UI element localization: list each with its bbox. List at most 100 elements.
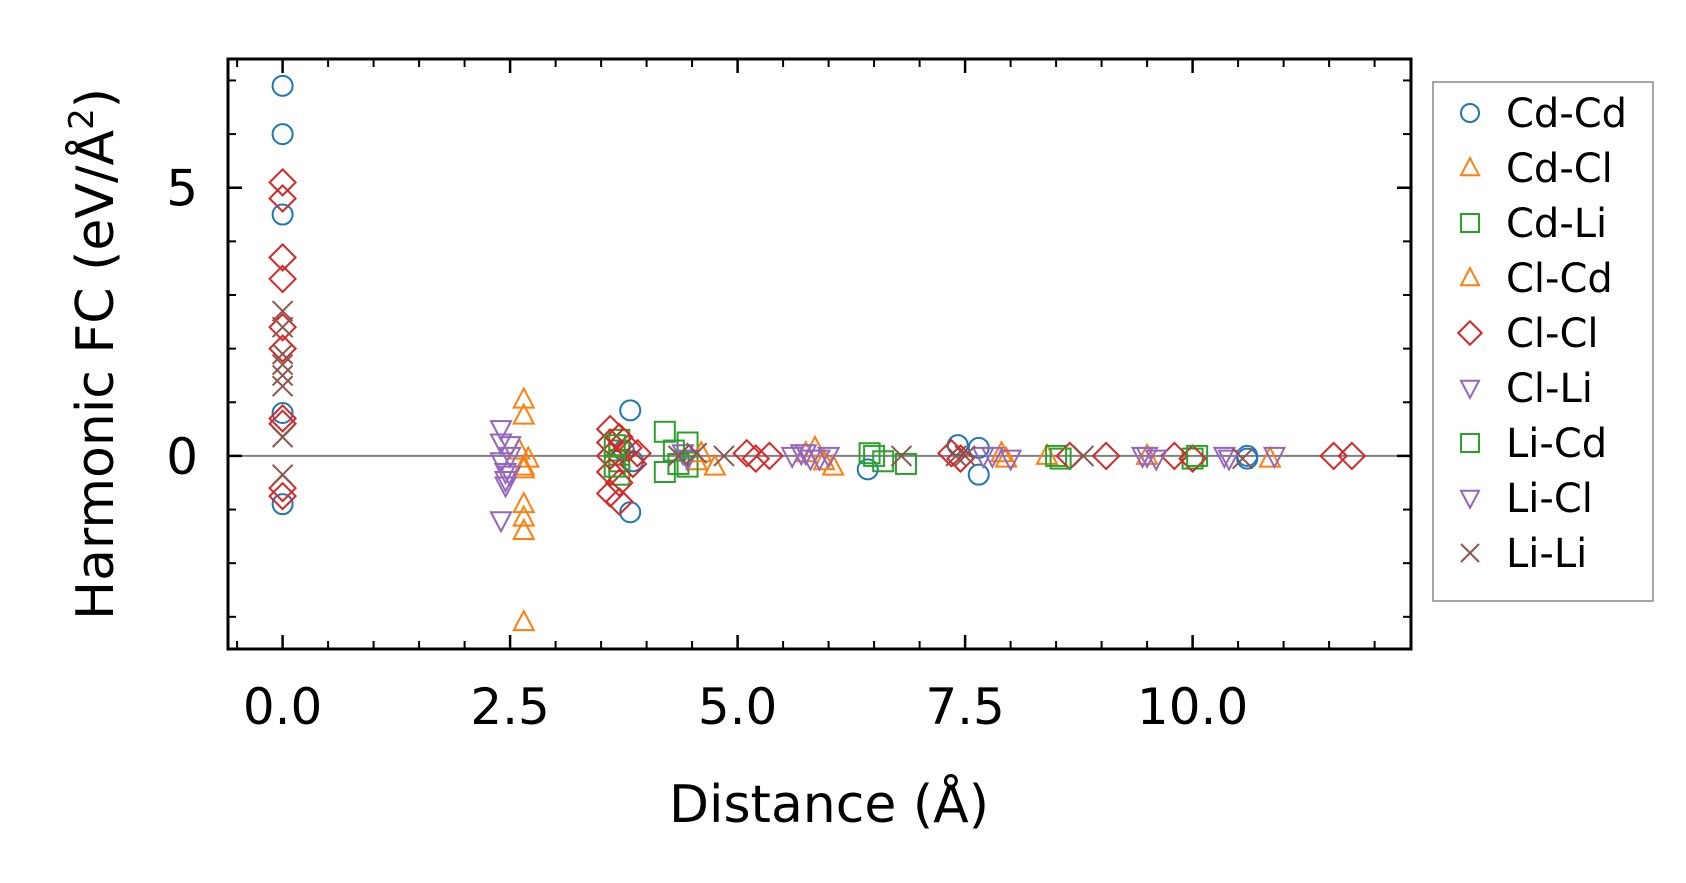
data-point (619, 501, 642, 524)
data-point (489, 511, 513, 534)
data-point (798, 449, 823, 472)
data-point (703, 453, 727, 476)
data-point (512, 402, 536, 425)
data-point (856, 458, 879, 481)
legend-frame (1432, 81, 1654, 602)
legend: Cd-Cd Cd-Cl Cd-Li Cl-Cd Cl-Cl Cl-Li Li-Cd Li-Cl… (1432, 81, 1654, 602)
data-point (1212, 446, 1237, 470)
data-point (1135, 442, 1159, 465)
data-point (604, 468, 634, 498)
data-point (489, 433, 513, 456)
data-point (493, 463, 518, 486)
data-point (894, 452, 917, 475)
y-axis-label-superscript: 2 (62, 108, 102, 130)
legend-item: Li-Cd (1460, 421, 1607, 467)
data-points (268, 74, 1367, 632)
data-point (812, 448, 836, 471)
x-tick-label: 0.0 (243, 678, 323, 736)
data-point (1072, 445, 1095, 467)
data-point (268, 243, 298, 272)
series-cd-li (608, 420, 1204, 486)
data-point (989, 440, 1014, 463)
data-point (512, 517, 536, 540)
data-point (971, 446, 995, 470)
data-point (667, 445, 690, 467)
data-point (603, 434, 626, 457)
data-point (613, 433, 643, 463)
data-point (512, 504, 536, 527)
y-tick-label: 0 (166, 428, 198, 486)
data-point (271, 316, 294, 338)
data-point (271, 493, 294, 516)
data-point (946, 434, 969, 457)
data-point (512, 609, 536, 632)
legend-marker-square (1460, 433, 1480, 453)
legend-item: Li-Cl (1459, 476, 1593, 522)
data-point (1236, 447, 1259, 470)
x-tick-label: 7.5 (925, 678, 1005, 736)
data-point (1258, 445, 1282, 468)
legend-marker-diamond (1456, 319, 1484, 347)
legend-marker-triangle-down (1459, 489, 1481, 511)
data-point (268, 312, 298, 342)
data-point (271, 74, 294, 97)
data-point (489, 452, 513, 475)
y-axis-label: Harmonic FC (eV/Å2) (62, 88, 126, 620)
axis-ticks (228, 59, 1411, 649)
data-point (741, 444, 771, 474)
data-point (271, 402, 294, 424)
series-li-li (271, 300, 1254, 486)
series-cd-cl (512, 386, 1282, 632)
data-point (937, 438, 966, 468)
data-point (945, 445, 967, 467)
data-point (498, 436, 522, 459)
series-li-cl (493, 436, 1241, 494)
data-point (268, 403, 298, 433)
tick-labels: 0.0 2.5 5.0 7.5 10.0 0 5 (166, 160, 1248, 736)
legend-marker-triangle-up (1459, 155, 1481, 177)
data-point (1262, 446, 1287, 470)
legend-label: Cd-Cl (1506, 146, 1613, 192)
legend-label: Li-Cd (1506, 421, 1607, 467)
legend-item: Cl-Cd (1459, 256, 1613, 302)
data-point (604, 487, 634, 516)
data-point (268, 264, 298, 294)
legend-item: Li-Li (1460, 531, 1587, 577)
series-li-cd (603, 434, 1209, 478)
data-point (271, 354, 294, 376)
data-point (1181, 447, 1204, 470)
data-point (1217, 449, 1241, 472)
legend-marker-circle (1460, 103, 1480, 123)
data-point (512, 386, 536, 409)
data-point (653, 420, 676, 443)
legend-item: Cl-Li (1459, 366, 1593, 412)
y-axis-label-close: ) (66, 88, 126, 108)
data-point (1178, 444, 1208, 474)
plot-frame (226, 57, 1413, 651)
data-point (595, 457, 625, 487)
data-point (1231, 447, 1254, 470)
data-point (271, 364, 294, 387)
data-point (271, 123, 294, 146)
legend-label: Li-Cl (1506, 476, 1593, 522)
data-point (816, 446, 841, 470)
data-point (1045, 444, 1068, 467)
data-point (863, 444, 886, 467)
data-point (268, 167, 298, 197)
legend-marker-square (1460, 213, 1480, 233)
x-tick-label: 5.0 (698, 678, 778, 736)
legend-marker-x (1460, 543, 1480, 563)
data-point (755, 441, 784, 471)
data-point (489, 420, 513, 443)
data-point (271, 375, 294, 397)
data-point (1135, 446, 1159, 470)
data-point (271, 426, 294, 448)
y-tick-label: 5 (166, 160, 198, 218)
data-point (498, 465, 522, 488)
legend-label: Cd-Li (1506, 201, 1607, 247)
data-point (954, 445, 976, 467)
data-point (623, 438, 652, 468)
data-point (998, 449, 1023, 472)
data-point (271, 343, 294, 365)
data-point (512, 491, 536, 514)
